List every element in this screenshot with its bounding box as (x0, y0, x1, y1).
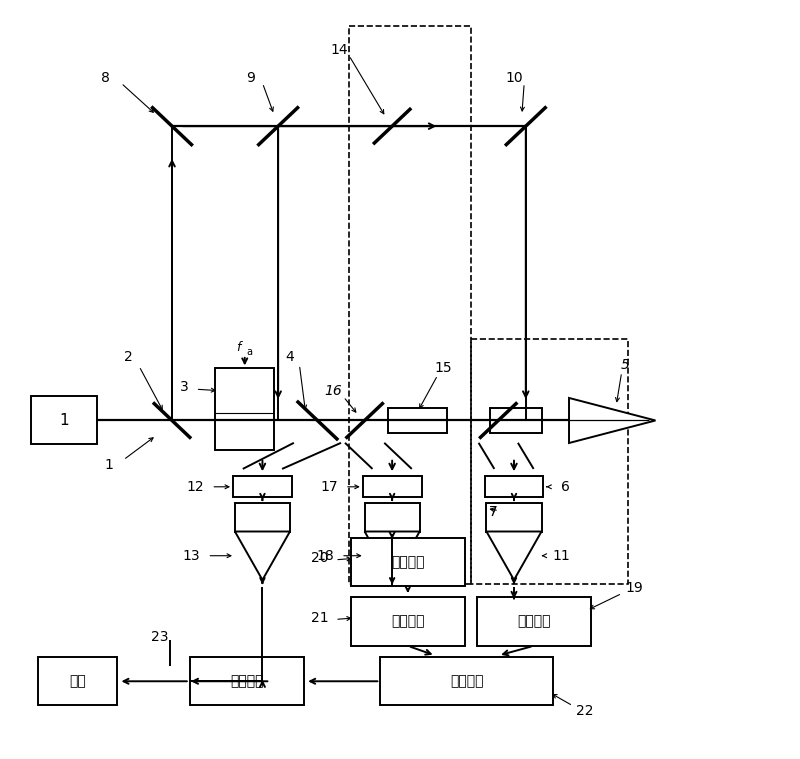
Polygon shape (365, 531, 420, 580)
Text: 加权运算: 加权运算 (391, 615, 425, 628)
Text: 23: 23 (151, 629, 169, 644)
Text: 相位比较: 相位比较 (230, 674, 263, 688)
Text: 17: 17 (321, 480, 338, 494)
Bar (351, 597, 465, 646)
Text: 7: 7 (488, 505, 497, 519)
Text: 12: 12 (186, 480, 205, 494)
Text: 2: 2 (125, 350, 133, 364)
Text: 11: 11 (552, 549, 570, 562)
Polygon shape (235, 531, 290, 580)
Text: 21: 21 (310, 611, 328, 625)
Bar (486, 503, 542, 531)
Text: 4: 4 (286, 350, 294, 364)
Text: 15: 15 (434, 361, 452, 375)
Bar (485, 477, 543, 497)
Bar (235, 503, 290, 531)
Bar (388, 408, 447, 433)
Text: 9: 9 (246, 71, 255, 85)
Bar (349, 26, 470, 584)
Bar (380, 657, 554, 705)
Text: 加法运算: 加法运算 (450, 674, 483, 688)
Bar (490, 408, 542, 433)
Text: 13: 13 (183, 549, 201, 562)
Bar (215, 368, 274, 450)
Text: 输出: 输出 (70, 674, 86, 688)
Text: 14: 14 (330, 43, 348, 57)
Text: 移相部分: 移相部分 (391, 555, 425, 569)
Text: 1: 1 (105, 458, 114, 472)
Polygon shape (569, 398, 655, 443)
Text: 8: 8 (101, 71, 110, 85)
Text: 1: 1 (59, 413, 69, 427)
Text: 22: 22 (576, 704, 594, 718)
Bar (30, 396, 98, 444)
Bar (477, 597, 590, 646)
Bar (362, 477, 422, 497)
Text: f: f (237, 341, 241, 354)
Text: 16: 16 (324, 384, 342, 398)
Bar (38, 657, 117, 705)
Text: 5: 5 (621, 357, 630, 372)
Text: 加权运算: 加权运算 (517, 615, 550, 628)
Bar (351, 538, 465, 586)
Bar (190, 657, 304, 705)
Text: 10: 10 (505, 71, 522, 85)
Bar (470, 339, 628, 584)
Text: 18: 18 (317, 549, 334, 562)
Bar (365, 503, 420, 531)
Bar (233, 477, 292, 497)
Text: a: a (246, 347, 253, 357)
Text: 3: 3 (179, 380, 188, 394)
Text: 19: 19 (625, 581, 642, 595)
Polygon shape (486, 531, 542, 580)
Text: 6: 6 (561, 480, 570, 494)
Text: 20: 20 (310, 551, 328, 565)
